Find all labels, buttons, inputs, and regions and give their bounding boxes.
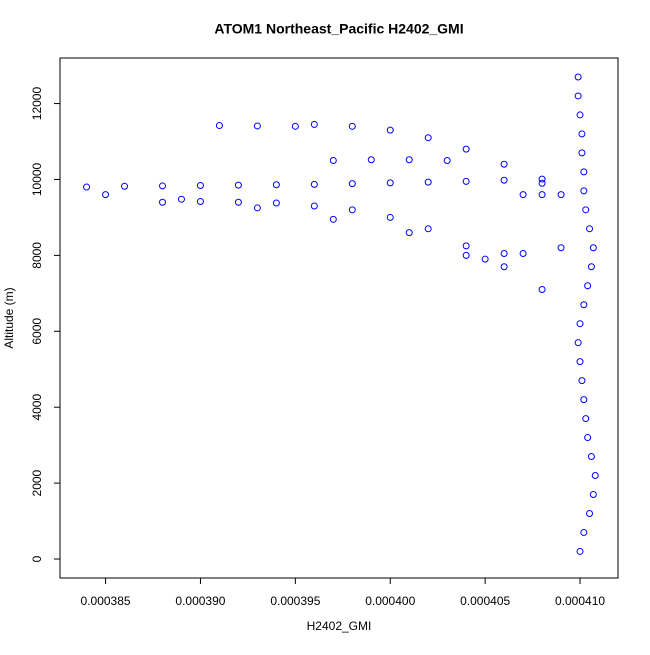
point (121, 182, 129, 190)
point (519, 191, 527, 199)
point (443, 156, 451, 164)
point (576, 547, 584, 555)
point (500, 263, 508, 271)
point (500, 160, 508, 168)
point (557, 191, 565, 199)
point (215, 122, 223, 130)
x-tick-label: 0.000410 (555, 594, 605, 608)
point (158, 198, 166, 206)
point (591, 472, 599, 480)
point (405, 156, 413, 164)
point (386, 179, 394, 187)
point (462, 251, 470, 259)
point (538, 286, 546, 294)
y-axis-label: Altitude (m) (2, 287, 16, 348)
point (424, 134, 432, 142)
y-tick-label: 4000 (30, 394, 44, 421)
point (481, 255, 489, 263)
x-axis-label: H2402_GMI (307, 619, 372, 633)
point (310, 180, 318, 188)
point (272, 199, 280, 207)
point (310, 120, 318, 128)
point (386, 213, 394, 221)
point (582, 206, 590, 214)
point (291, 122, 299, 130)
point (587, 263, 595, 271)
point (574, 92, 582, 100)
point (580, 301, 588, 309)
point (158, 182, 166, 190)
y-tick-label: 12000 (30, 87, 44, 121)
point (405, 229, 413, 237)
point (348, 206, 356, 214)
point (538, 191, 546, 199)
point (578, 149, 586, 157)
point (580, 187, 588, 195)
point (348, 180, 356, 188)
point (538, 175, 546, 183)
chart-title: ATOM1 Northeast_Pacific H2402_GMI (214, 21, 463, 37)
point (424, 225, 432, 233)
point (196, 197, 204, 205)
point (310, 202, 318, 210)
point (348, 122, 356, 130)
point (234, 181, 242, 189)
point (576, 358, 584, 366)
point (253, 204, 261, 212)
point (367, 156, 375, 164)
point (83, 183, 91, 191)
point (253, 122, 261, 130)
x-tick-label: 0.000390 (175, 594, 225, 608)
point (584, 434, 592, 442)
x-tick-label: 0.000395 (270, 594, 320, 608)
y-tick-label: 6000 (30, 318, 44, 345)
point (584, 282, 592, 290)
y-tick-label: 2000 (30, 469, 44, 496)
point (500, 176, 508, 184)
point (587, 453, 595, 461)
point (576, 320, 584, 328)
point (589, 244, 597, 252)
point (424, 178, 432, 186)
point (574, 339, 582, 347)
point (576, 111, 584, 119)
point (580, 396, 588, 404)
point (538, 179, 546, 187)
plot-frame (59, 57, 619, 579)
point (578, 130, 586, 138)
point (580, 168, 588, 176)
point (234, 198, 242, 206)
point (519, 249, 527, 257)
point (102, 191, 110, 199)
point (578, 377, 586, 385)
y-tick-label: 0 (30, 555, 44, 562)
point (557, 244, 565, 252)
point (462, 177, 470, 185)
point (586, 509, 594, 517)
x-tick-label: 0.000385 (81, 594, 131, 608)
point (272, 181, 280, 189)
point (196, 182, 204, 190)
y-tick-label: 8000 (30, 242, 44, 269)
point (586, 225, 594, 233)
y-tick-label: 10000 (30, 162, 44, 196)
point (462, 145, 470, 153)
point (582, 415, 590, 423)
point (386, 126, 394, 134)
point (177, 195, 185, 203)
x-tick-label: 0.000405 (460, 594, 510, 608)
point (580, 528, 588, 536)
x-tick-label: 0.000400 (365, 594, 415, 608)
point (574, 73, 582, 81)
point (500, 249, 508, 257)
point (589, 490, 597, 498)
point (329, 215, 337, 223)
point (329, 156, 337, 164)
point (462, 242, 470, 250)
